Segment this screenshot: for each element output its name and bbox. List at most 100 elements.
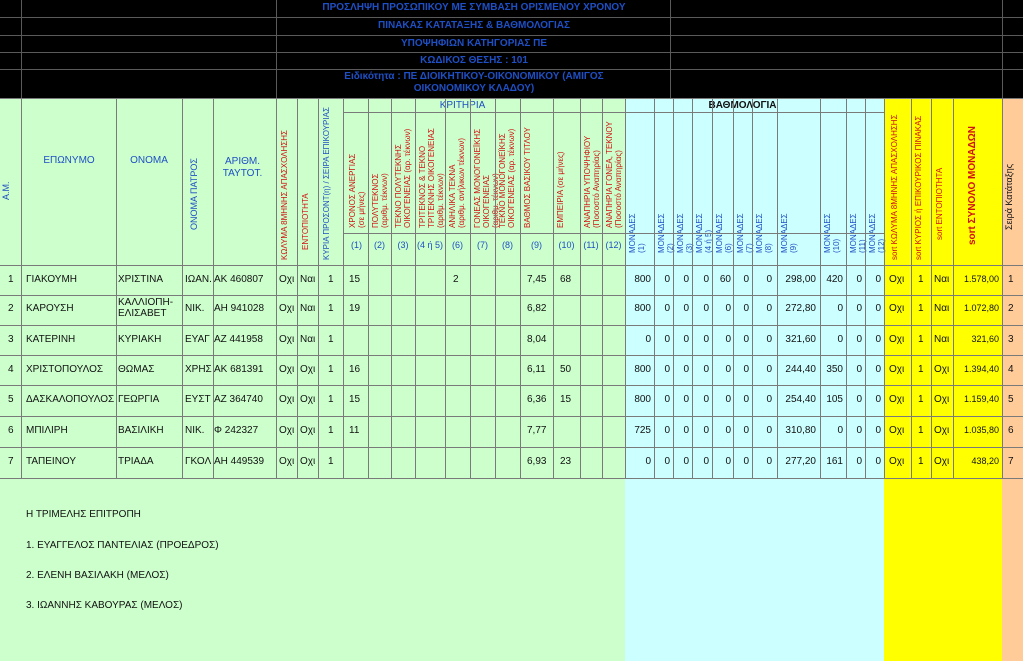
- cell-name: ΘΩΜΑΣ: [118, 364, 155, 375]
- cell-main: 1: [328, 274, 334, 285]
- cell-x_main: 1: [918, 303, 924, 314]
- cell-s9: 298,00: [785, 274, 816, 285]
- header-rank: Σειρά Κατάταξης: [1004, 163, 1014, 230]
- grid-vline: [673, 98, 674, 478]
- grid-vline: [931, 98, 932, 478]
- header-scoring: ΒΑΘΜΟΛΟΓΙΑ: [708, 100, 777, 111]
- score-header-11: ΜΟΝΑΔΕΣ (12): [868, 213, 886, 253]
- grid-hline: [0, 98, 1023, 99]
- grid-vline: [602, 98, 603, 478]
- cell-c9: 8,04: [527, 334, 547, 345]
- cell-s10: 0: [837, 425, 843, 436]
- grid-hline: [0, 416, 1023, 417]
- grid-vline: [846, 98, 847, 478]
- cell-s8: 0: [766, 364, 772, 375]
- cell-s11: 0: [856, 274, 862, 285]
- cell-s3: 0: [683, 274, 689, 285]
- cell-father: ΝΙΚ.: [185, 425, 205, 436]
- cell-id: ΑΚ 460807: [214, 274, 264, 285]
- cell-id: ΑΖ 364740: [214, 394, 263, 405]
- grid-vline: [368, 98, 369, 478]
- cell-s4: 0: [703, 303, 709, 314]
- cell-x_excl: Οχι: [889, 303, 905, 314]
- cell-rank: 7: [1008, 456, 1014, 467]
- header-line-1: ΠΡΟΣΛΗΨΗ ΠΡΟΣΩΠΙΚΟΥ ΜΕ ΣΥΜΒΑΣΗ ΟΡΙΣΜΕΝΟΥ…: [322, 2, 626, 13]
- cell-surname: ΔΑΣΚΑΛΟΠΟΥΛΟΣ: [26, 394, 115, 405]
- cell-exclusion: Οχι: [279, 334, 295, 345]
- cell-s11: 0: [856, 394, 862, 405]
- cell-total: 1.394,40: [963, 364, 999, 374]
- cell-s10: 350: [826, 364, 843, 375]
- cell-id: ΑΚ 681391: [214, 364, 264, 375]
- cell-s1: 800: [634, 394, 651, 405]
- cell-s10: 420: [826, 274, 843, 285]
- criteria-num-11: (12): [605, 240, 622, 250]
- grid-vline: [752, 98, 753, 478]
- cell-s2: 0: [664, 394, 670, 405]
- criteria-num-1: (1): [351, 240, 362, 250]
- cell-main: 1: [328, 334, 334, 345]
- cell-surname: ΚΑΤΕΡΙΝΗ: [26, 334, 76, 345]
- cell-s9: 272,80: [785, 303, 816, 314]
- cell-surname: ΧΡΙΣΤΟΠΟΥΛΟΣ: [26, 364, 104, 375]
- cell-locality: Οχι: [300, 364, 316, 375]
- criteria-num-10: (11): [583, 240, 599, 250]
- score-header-9: ΜΟΝΑΔΕΣ (10): [823, 213, 841, 253]
- cell-locality: Ναι: [300, 303, 316, 314]
- header-father: ΟΝΟΜΑ ΠΑΤΡΟΣ: [189, 158, 199, 230]
- cell-am: 3: [8, 334, 14, 345]
- grid-vline: [182, 98, 183, 478]
- cell-father: ΕΥΣΤ: [185, 394, 211, 405]
- cell-locality: Ναι: [300, 334, 316, 345]
- cell-total: 1.035,80: [963, 425, 999, 435]
- cell-surname: ΜΠΙΛΙΡΗ: [26, 425, 68, 436]
- grid-vline: [520, 98, 521, 478]
- grid-vline: [625, 98, 626, 478]
- committee-member-3: 3. ΙΩΑΝΝΗΣ ΚΑΒΟΥΡΑΣ (ΜΕΛΟΣ): [26, 600, 183, 611]
- committee-title: Η ΤΡΙΜΕΛΗΣ ΕΠΙΤΡΟΠΗ: [26, 509, 141, 520]
- cell-s7: 0: [743, 334, 749, 345]
- cell-s3: 0: [683, 456, 689, 467]
- cell-surname: ΤΑΠΕΙΝΟΥ: [26, 456, 77, 467]
- criteria-num-6: (7): [477, 240, 488, 250]
- cell-father: ΓΚΟΛ: [185, 456, 212, 467]
- grid-vline: [953, 98, 954, 478]
- header-id-1: ΑΡΙΘΜ.: [224, 156, 260, 167]
- grid-vline: [712, 98, 713, 478]
- header-line-4: ΚΩΔΙΚΟΣ ΘΕΣΗΣ : 101: [420, 55, 528, 66]
- grid-hline: [0, 325, 1023, 326]
- cell-s2: 0: [664, 364, 670, 375]
- grid-hline: [0, 265, 1023, 266]
- cell-name: ΚΑΛΛΙΟΠΗ-ΕΛΙΣΑΒΕΤ: [118, 297, 174, 319]
- header-locality: ΕΝΤΟΠΙΟΤΗΤΑ: [301, 193, 310, 250]
- header-name: ΟΝΟΜΑ: [130, 155, 168, 166]
- cell-father: ΙΩΑΝ.: [185, 274, 212, 285]
- header-sort-main: sort ΚΥΡΙΟΣ ή ΕΠΙΚΟΥΡΙΚΟΣ ΠΙΝΑΚΑΣ: [914, 115, 923, 260]
- cell-s8: 0: [766, 425, 772, 436]
- cell-locality: Οχι: [300, 456, 316, 467]
- cell-s4: 0: [703, 274, 709, 285]
- cell-c1: 11: [349, 425, 360, 436]
- cell-s12: 0: [875, 303, 881, 314]
- cell-c9: 6,11: [527, 364, 546, 375]
- score-header-10: ΜΟΝΑΔΕΣ (11): [849, 213, 867, 253]
- cell-father: ΝΙΚ.: [185, 303, 205, 314]
- committee-member-1: 1. ΕΥΑΓΓΕΛΟΣ ΠΑΝΤΕΛΙΑΣ (ΠΡΟΕΔΡΟΣ): [26, 540, 219, 551]
- cell-x_excl: Οχι: [889, 456, 905, 467]
- cell-s9: 277,20: [785, 456, 816, 467]
- cell-x_loc: Οχι: [934, 394, 950, 405]
- cell-locality: Ναι: [300, 274, 316, 285]
- grid-vline: [580, 98, 581, 478]
- cell-c9: 6,93: [527, 456, 547, 467]
- cell-am: 2: [8, 303, 14, 314]
- peach-area: [1002, 98, 1023, 661]
- cell-rank: 3: [1008, 334, 1014, 345]
- cell-s6: 0: [725, 364, 731, 375]
- header-id-2: ΤΑΥΤΟΤ.: [222, 168, 263, 179]
- cell-x_excl: Οχι: [889, 364, 905, 375]
- cell-main: 1: [328, 456, 334, 467]
- grid-vline: [391, 98, 392, 478]
- cell-total: 1.159,40: [963, 394, 999, 404]
- cell-x_main: 1: [918, 425, 924, 436]
- cell-total: 321,60: [971, 334, 999, 344]
